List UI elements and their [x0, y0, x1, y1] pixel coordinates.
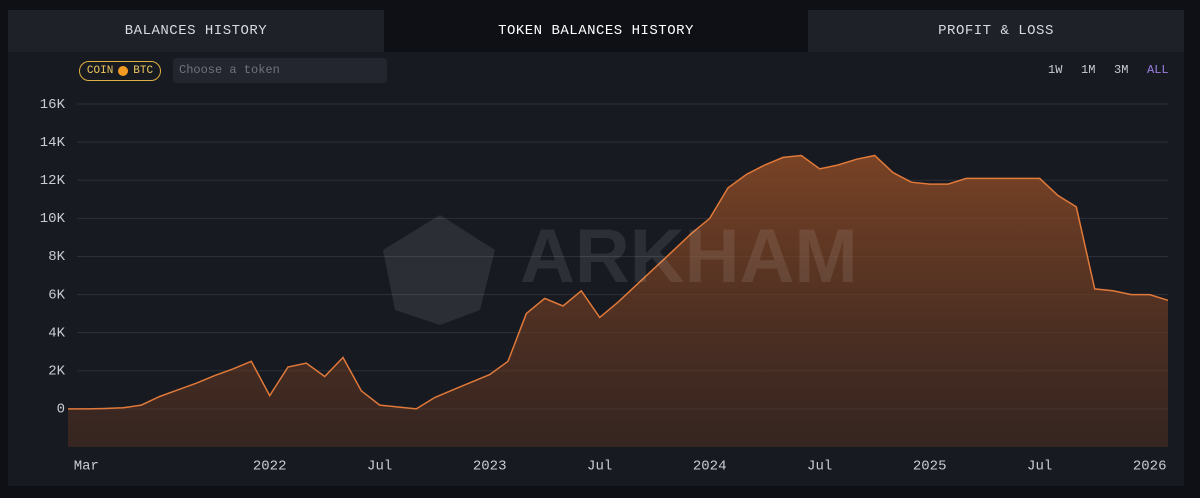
x-tick-label: 2024: [693, 459, 727, 475]
y-tick-label: 10K: [40, 211, 66, 227]
range-button[interactable]: 1M: [1081, 63, 1096, 77]
range-button[interactable]: ALL: [1147, 63, 1169, 77]
x-tick-label: Mar: [74, 459, 99, 475]
range-button[interactable]: 1W: [1048, 63, 1063, 77]
line: [68, 154, 1169, 410]
x-tick-label: 2023: [473, 459, 507, 475]
y-tick-label: 4K: [48, 325, 65, 341]
x-tick-label: 2022: [253, 459, 287, 475]
chip-label: COIN: [86, 65, 114, 77]
token-search[interactable]: Choose a token: [173, 58, 387, 83]
btc-icon: [118, 66, 129, 76]
y-tick-label: 12K: [40, 173, 66, 189]
watermark: ARKHAM: [383, 214, 858, 325]
x-tick-label: Jul: [587, 459, 612, 475]
y-tick-label: 16K: [40, 97, 66, 113]
y-tick-label: 8K: [48, 249, 65, 265]
tab[interactable]: TOKEN BALANCES HISTORY: [498, 23, 694, 39]
watermark-text: ARKHAM: [520, 214, 858, 299]
x-tick-label: Jul: [1027, 459, 1052, 475]
token-chip[interactable]: COIN BTC: [79, 61, 161, 81]
y-tick-label: 6K: [48, 287, 65, 303]
area-fill: [68, 155, 1168, 447]
y-tick-label: 14K: [40, 135, 66, 151]
x-tick-label: 2025: [913, 459, 947, 475]
x-tick-label: Jul: [807, 459, 832, 475]
tab[interactable]: PROFIT & LOSS: [808, 10, 1184, 52]
y-tick-label: 2K: [48, 363, 65, 379]
range-button[interactable]: 3M: [1114, 63, 1129, 77]
tab[interactable]: BALANCES HISTORY: [8, 10, 384, 52]
x-tick-label: Jul: [367, 459, 392, 475]
chip-token: BTC: [133, 65, 154, 77]
y-tick-label: 0: [57, 402, 65, 418]
x-tick-label: 2026: [1133, 459, 1167, 475]
